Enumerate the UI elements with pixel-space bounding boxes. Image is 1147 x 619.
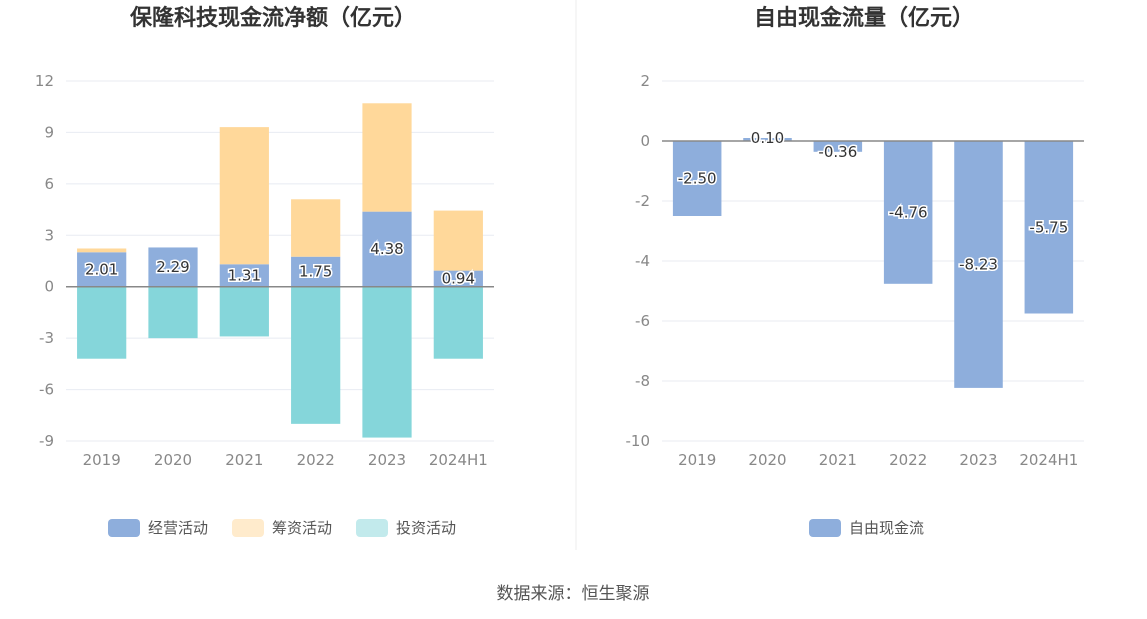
x-tick-label: 2019 — [678, 451, 716, 469]
bar-fcf — [743, 138, 792, 141]
bar-fcf — [813, 141, 863, 152]
bar-investing — [291, 286, 341, 424]
x-tick-label: 2023 — [959, 451, 997, 469]
bar-investing — [433, 286, 483, 359]
data-label: 2.29 — [156, 258, 189, 276]
bar-fcf — [1024, 141, 1074, 314]
bar-operating — [219, 264, 269, 287]
cash-flow-legend: 经营活动 筹资活动 投资活动 — [108, 519, 456, 537]
data-label: 0.10 — [751, 129, 784, 147]
data-label: -2.50 — [678, 170, 717, 188]
x-tick-label: 2024H1 — [1019, 451, 1078, 469]
y-tick-label: 3 — [44, 226, 54, 244]
x-tick-label: 2021 — [225, 451, 263, 469]
bar-financing — [219, 127, 269, 265]
x-tick-label: 2020 — [154, 451, 192, 469]
bar-financing — [77, 248, 127, 253]
bar-operating — [291, 256, 341, 287]
bar-operating — [148, 247, 198, 287]
y-tick-label: 9 — [44, 123, 54, 141]
legend-label-financing[interactable]: 筹资活动 — [272, 519, 332, 537]
y-tick-label: 12 — [35, 72, 54, 90]
y-tick-label: -4 — [635, 252, 650, 270]
bar-operating — [433, 270, 483, 287]
bar-fcf — [883, 141, 933, 284]
bar-operating — [362, 211, 412, 287]
data-label: -5.75 — [1029, 218, 1068, 236]
legend-swatch-operating[interactable] — [108, 519, 140, 537]
y-tick-label: -8 — [635, 372, 650, 390]
bar-financing — [362, 103, 412, 212]
x-tick-label: 2019 — [83, 451, 121, 469]
y-tick-label: 2 — [640, 72, 650, 90]
legend-swatch-fcf[interactable] — [809, 519, 841, 537]
legend-label-operating[interactable]: 经营活动 — [148, 519, 208, 537]
data-label: 0.94 — [442, 270, 475, 288]
legend-swatch-financing[interactable] — [232, 519, 264, 537]
y-tick-label: 0 — [640, 132, 650, 150]
data-label: 2.01 — [85, 260, 118, 278]
x-tick-label: 2021 — [819, 451, 857, 469]
free-cash-flow-legend: 自由现金流 — [809, 519, 924, 537]
x-tick-label: 2020 — [748, 451, 786, 469]
data-label: 1.75 — [299, 263, 332, 281]
data-label: -4.76 — [889, 203, 928, 221]
y-tick-label: -6 — [635, 312, 650, 330]
bar-fcf — [954, 141, 1003, 388]
y-tick-label: -6 — [39, 381, 54, 399]
x-tick-label: 2022 — [889, 451, 927, 469]
legend-label-fcf[interactable]: 自由现金流 — [849, 519, 924, 537]
legend-label-investing[interactable]: 投资活动 — [396, 519, 456, 537]
y-tick-label: -3 — [39, 329, 54, 347]
x-tick-label: 2024H1 — [429, 451, 488, 469]
y-tick-label: -2 — [635, 192, 650, 210]
chart-left-title: 保隆科技现金流净额（亿元） — [129, 5, 416, 31]
data-label: 4.38 — [370, 240, 403, 258]
bar-investing — [219, 286, 269, 337]
bar-investing — [77, 286, 127, 359]
bar-operating — [77, 252, 127, 287]
free-cash-flow-chart: 2 0 -2 -4 -6 -8 -10 2019 2020 2021 2022 2023 2024H1 -… — [626, 72, 1084, 469]
y-tick-label: -9 — [39, 432, 54, 450]
legend-swatch-investing[interactable] — [356, 519, 388, 537]
bar-financing — [433, 210, 483, 271]
data-label: 1.31 — [228, 266, 261, 284]
data-label: -0.36 — [818, 143, 857, 161]
cash-flow-chart: 12 9 6 3 0 -3 -6 -9 2019 2020 2021 2022 2023 2024H1 2.… — [35, 72, 494, 469]
x-tick-label: 2022 — [297, 451, 335, 469]
data-label: -8.23 — [959, 255, 998, 273]
bar-fcf — [672, 141, 722, 216]
bar-investing — [148, 286, 198, 339]
bar-financing — [291, 199, 341, 257]
y-tick-label: 6 — [44, 175, 54, 193]
x-tick-label: 2023 — [368, 451, 406, 469]
bar-investing — [362, 286, 412, 438]
chart-right-title: 自由现金流量（亿元） — [754, 5, 974, 31]
data-source: 数据来源：恒生聚源 — [497, 584, 650, 604]
y-tick-label: 0 — [44, 278, 54, 296]
y-tick-label: -10 — [626, 432, 651, 450]
